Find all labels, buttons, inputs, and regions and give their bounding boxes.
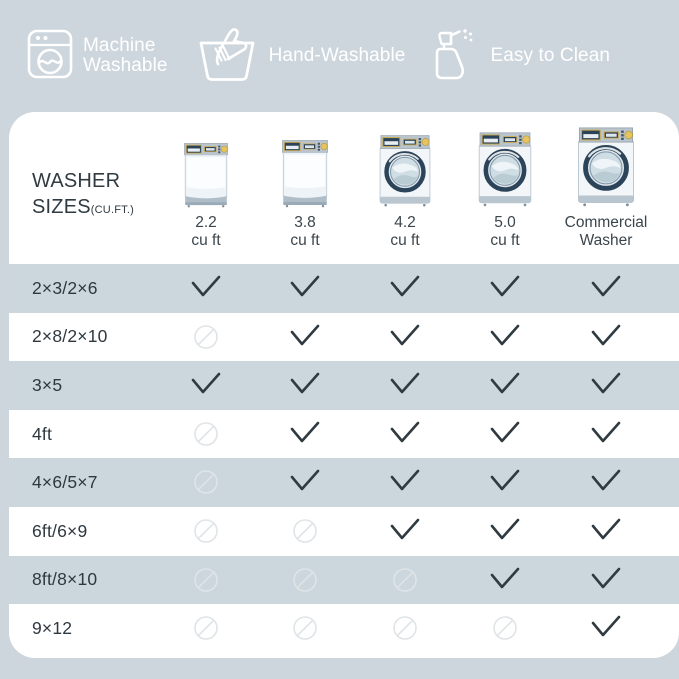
check-icon <box>485 511 525 551</box>
check-icon <box>586 608 626 648</box>
feature-easy-to-clean: Easy to Clean <box>431 25 610 87</box>
top-loader-washer-icon <box>253 116 357 208</box>
column-caption: 4.2 cu ft <box>390 214 420 249</box>
check-icon <box>385 317 425 357</box>
front-loader-washer-icon <box>453 116 557 208</box>
column-header-col-5-0: 5.0 cu ft <box>453 116 557 249</box>
front-loader-washer-icon <box>353 116 457 208</box>
table-row: 4×6/5×7 <box>9 458 679 507</box>
table-row: 2×3/2×6 <box>9 264 679 313</box>
column-caption: 5.0 cu ft <box>490 214 520 249</box>
top-loader-washer-icon <box>154 116 258 208</box>
prohibited-icon <box>485 608 525 648</box>
table-row: 2×8/2×10 <box>9 312 679 362</box>
table-row: 8ft/8×10 <box>9 555 679 605</box>
check-icon <box>285 317 325 357</box>
column-header-col-3-8: 3.8 cu ft <box>253 116 357 249</box>
column-caption: 3.8 cu ft <box>290 214 320 249</box>
row-label: 6ft/6×9 <box>32 520 88 541</box>
feature-label: Hand-Washable <box>268 45 406 66</box>
table-row: 4ft <box>9 409 679 459</box>
check-icon <box>485 414 525 454</box>
prohibited-icon <box>385 608 425 648</box>
feature-hand-washable: Hand-Washable <box>196 25 406 87</box>
row-label: 3×5 <box>32 374 63 395</box>
row-label: 4ft <box>32 423 53 444</box>
table-row: 6ft/6×9 <box>9 506 679 556</box>
compatibility-matrix: 2×3/2×6 2×8/2×10 3×5 4ft 4×6/5×7 <box>9 264 679 653</box>
prohibited-icon <box>186 414 226 454</box>
prohibited-icon <box>186 560 226 600</box>
column-caption: 2.2 cu ft <box>191 214 221 249</box>
feature-machine-washable: Machine Washable <box>26 25 168 87</box>
title-line-1: WASHER <box>32 170 121 192</box>
column-caption: Commercial Washer <box>564 214 648 249</box>
check-icon <box>586 317 626 357</box>
feature-label: Easy to Clean <box>490 45 611 66</box>
hand-wash-basin-icon <box>196 26 258 87</box>
prohibited-icon <box>285 560 325 600</box>
feature-banner: Machine Washable Hand-Washable <box>0 0 679 112</box>
prohibited-icon <box>186 608 226 648</box>
table-header: WASHER SIZES(CU.FT.) 2.2 cu ft 3.8 cu ft <box>9 112 679 264</box>
check-icon <box>186 365 226 405</box>
check-icon <box>285 462 325 502</box>
check-icon <box>485 317 525 357</box>
column-header-col-4-2: 4.2 cu ft <box>353 116 457 249</box>
check-icon <box>586 365 626 405</box>
check-icon <box>285 365 325 405</box>
check-icon <box>385 365 425 405</box>
prohibited-icon <box>186 317 226 357</box>
feature-label: Machine Washable <box>83 35 168 76</box>
check-icon <box>485 365 525 405</box>
column-header-col-commercial: Commercial Washer <box>554 116 658 249</box>
row-label: 2×3/2×6 <box>32 277 98 298</box>
table-row: 9×12 <box>9 604 679 653</box>
prohibited-icon <box>285 608 325 648</box>
check-icon <box>385 268 425 308</box>
prohibited-icon <box>385 560 425 600</box>
washer-compatibility-card: WASHER SIZES(CU.FT.) 2.2 cu ft 3.8 cu ft <box>9 112 679 658</box>
row-label: 8ft/8×10 <box>32 569 98 590</box>
table-row: 3×5 <box>9 361 679 410</box>
front-loader-washer-icon <box>554 116 658 208</box>
check-icon <box>586 268 626 308</box>
check-icon <box>586 560 626 600</box>
check-icon <box>485 560 525 600</box>
spray-bottle-icon <box>431 25 479 88</box>
check-icon <box>285 268 325 308</box>
prohibited-icon <box>186 511 226 551</box>
check-icon <box>586 462 626 502</box>
check-icon <box>586 414 626 454</box>
check-icon <box>385 414 425 454</box>
page-title: WASHER SIZES(CU.FT.) <box>32 168 134 223</box>
row-label: 9×12 <box>32 617 73 638</box>
title-unit: (CU.FT.) <box>90 204 134 216</box>
check-icon <box>186 268 226 308</box>
prohibited-icon <box>285 511 325 551</box>
title-line-2: SIZES <box>32 196 91 218</box>
check-icon <box>586 511 626 551</box>
check-icon <box>485 268 525 308</box>
check-icon <box>385 511 425 551</box>
row-label: 2×8/2×10 <box>32 326 108 347</box>
prohibited-icon <box>186 462 226 502</box>
check-icon <box>285 414 325 454</box>
row-label: 4×6/5×7 <box>32 472 98 493</box>
check-icon <box>485 462 525 502</box>
washing-machine-icon <box>26 28 74 85</box>
check-icon <box>385 462 425 502</box>
column-header-col-2-2: 2.2 cu ft <box>154 116 258 249</box>
